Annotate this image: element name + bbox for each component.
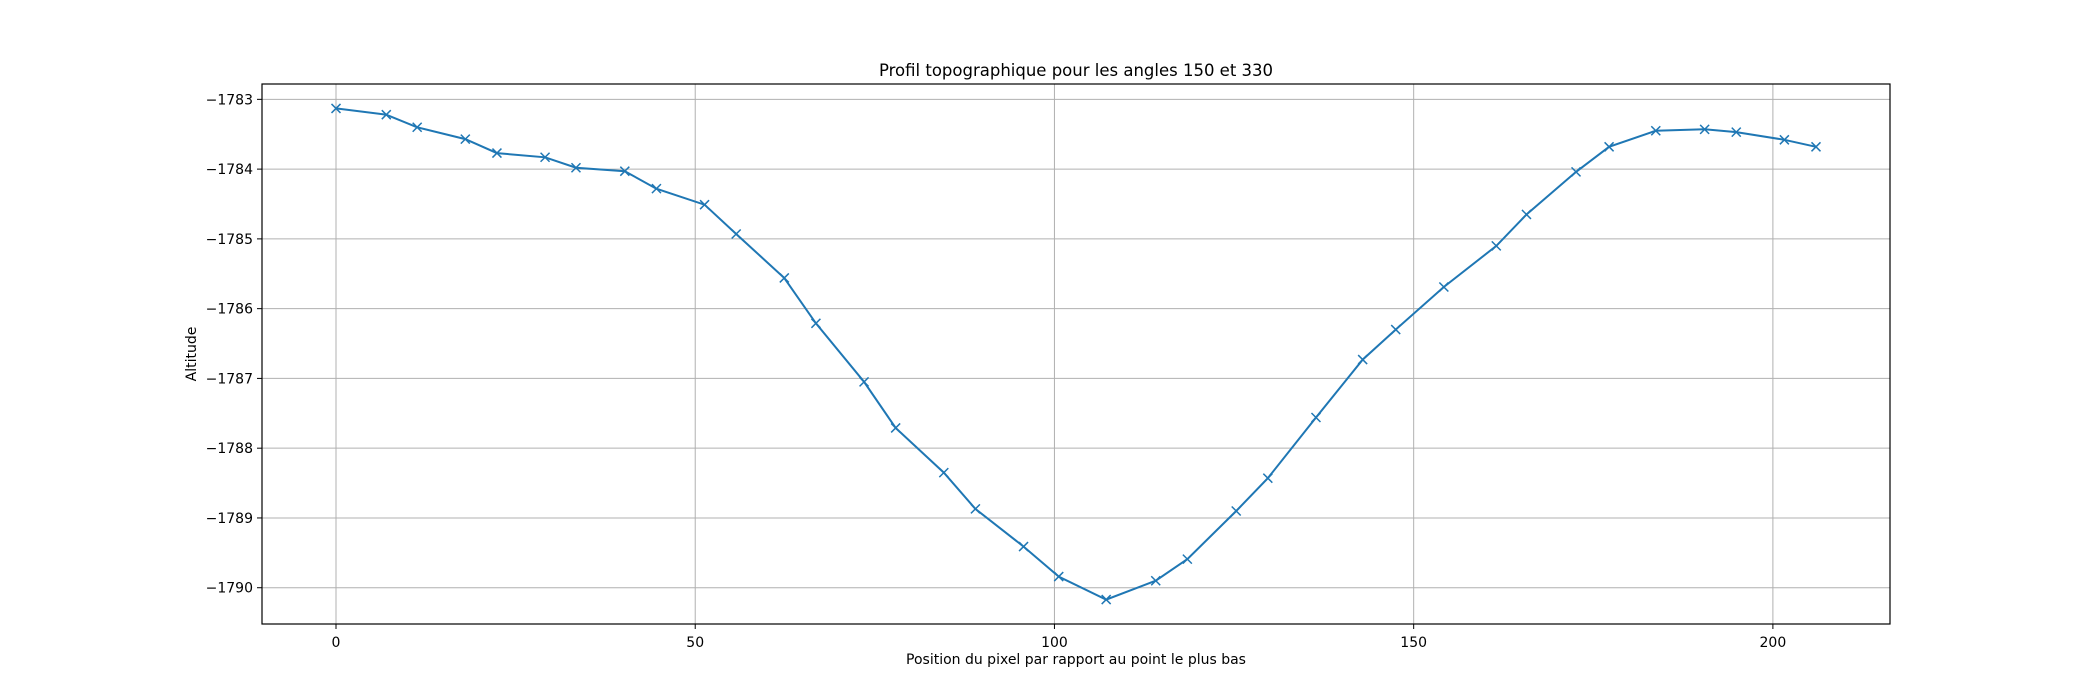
data-point-marker (779, 272, 790, 283)
markers (330, 103, 1822, 605)
data-point-marker (1779, 134, 1790, 145)
data-point-marker (1491, 240, 1502, 251)
data-point-marker (1731, 127, 1742, 138)
data-point-marker (460, 134, 471, 145)
data-point-marker (540, 152, 551, 163)
data-point-marker (651, 183, 662, 194)
data-point-marker (1053, 571, 1064, 582)
data-point-marker (1810, 141, 1822, 152)
x-axis-title: Position du pixel par rapport au point l… (906, 652, 1246, 668)
x-tick-label: 0 (332, 635, 341, 651)
data-point-marker (1150, 575, 1161, 586)
data-point-marker (491, 148, 502, 159)
y-tick-label: −1785 (206, 232, 253, 248)
data-point-marker (859, 376, 870, 387)
y-tick-label: −1790 (206, 581, 253, 597)
data-point-marker (330, 103, 342, 114)
data-point-marker (570, 162, 581, 173)
data-point-marker (890, 422, 901, 433)
y-tick-label: −1789 (206, 511, 253, 527)
data-point-marker (1101, 594, 1112, 605)
data-point-marker (731, 228, 742, 240)
data-point-marker (1390, 324, 1401, 335)
x-tick-label: 50 (686, 635, 704, 651)
data-point-marker (412, 122, 423, 133)
data-point-marker (1357, 354, 1368, 365)
data-point-marker (1604, 141, 1615, 152)
y-tick-label: −1784 (206, 162, 253, 178)
x-tick-label: 200 (1760, 635, 1787, 651)
data-point-marker (1521, 209, 1532, 220)
data-point-marker (699, 199, 710, 210)
y-tick-label: −1787 (206, 371, 253, 387)
y-axis-title: Altitude (184, 327, 200, 382)
chart-title: Profil topographique pour les angles 150… (879, 61, 1273, 80)
data-point-marker (1018, 541, 1029, 552)
data-point-marker (970, 503, 981, 514)
x-tick-label: 100 (1041, 635, 1068, 651)
x-tick-label: 150 (1400, 635, 1427, 651)
y-tick-label: −1788 (206, 441, 253, 457)
data-point-marker (1262, 473, 1273, 484)
data-point-marker (1182, 554, 1193, 565)
data-point-marker (381, 109, 392, 120)
data-point-marker (1438, 281, 1449, 293)
data-point-marker (810, 318, 821, 329)
data-point-marker (1650, 125, 1661, 136)
data-point-marker (619, 166, 630, 177)
plot-area-background (262, 84, 1890, 624)
y-tick-label: −1783 (206, 92, 253, 108)
grid (262, 84, 1890, 624)
data-point-marker (1571, 166, 1582, 177)
data-point-marker (1310, 412, 1321, 423)
data-point-marker (1231, 505, 1242, 517)
plot-frame (261, 83, 1891, 625)
data-point-marker (1699, 124, 1710, 135)
ticks: 0 50 100 150 200 −1783 −1784 −1785 −1786 −1787 −17… (206, 92, 1787, 651)
y-tick-label: −1786 (206, 302, 253, 318)
data-point-marker (938, 467, 949, 478)
